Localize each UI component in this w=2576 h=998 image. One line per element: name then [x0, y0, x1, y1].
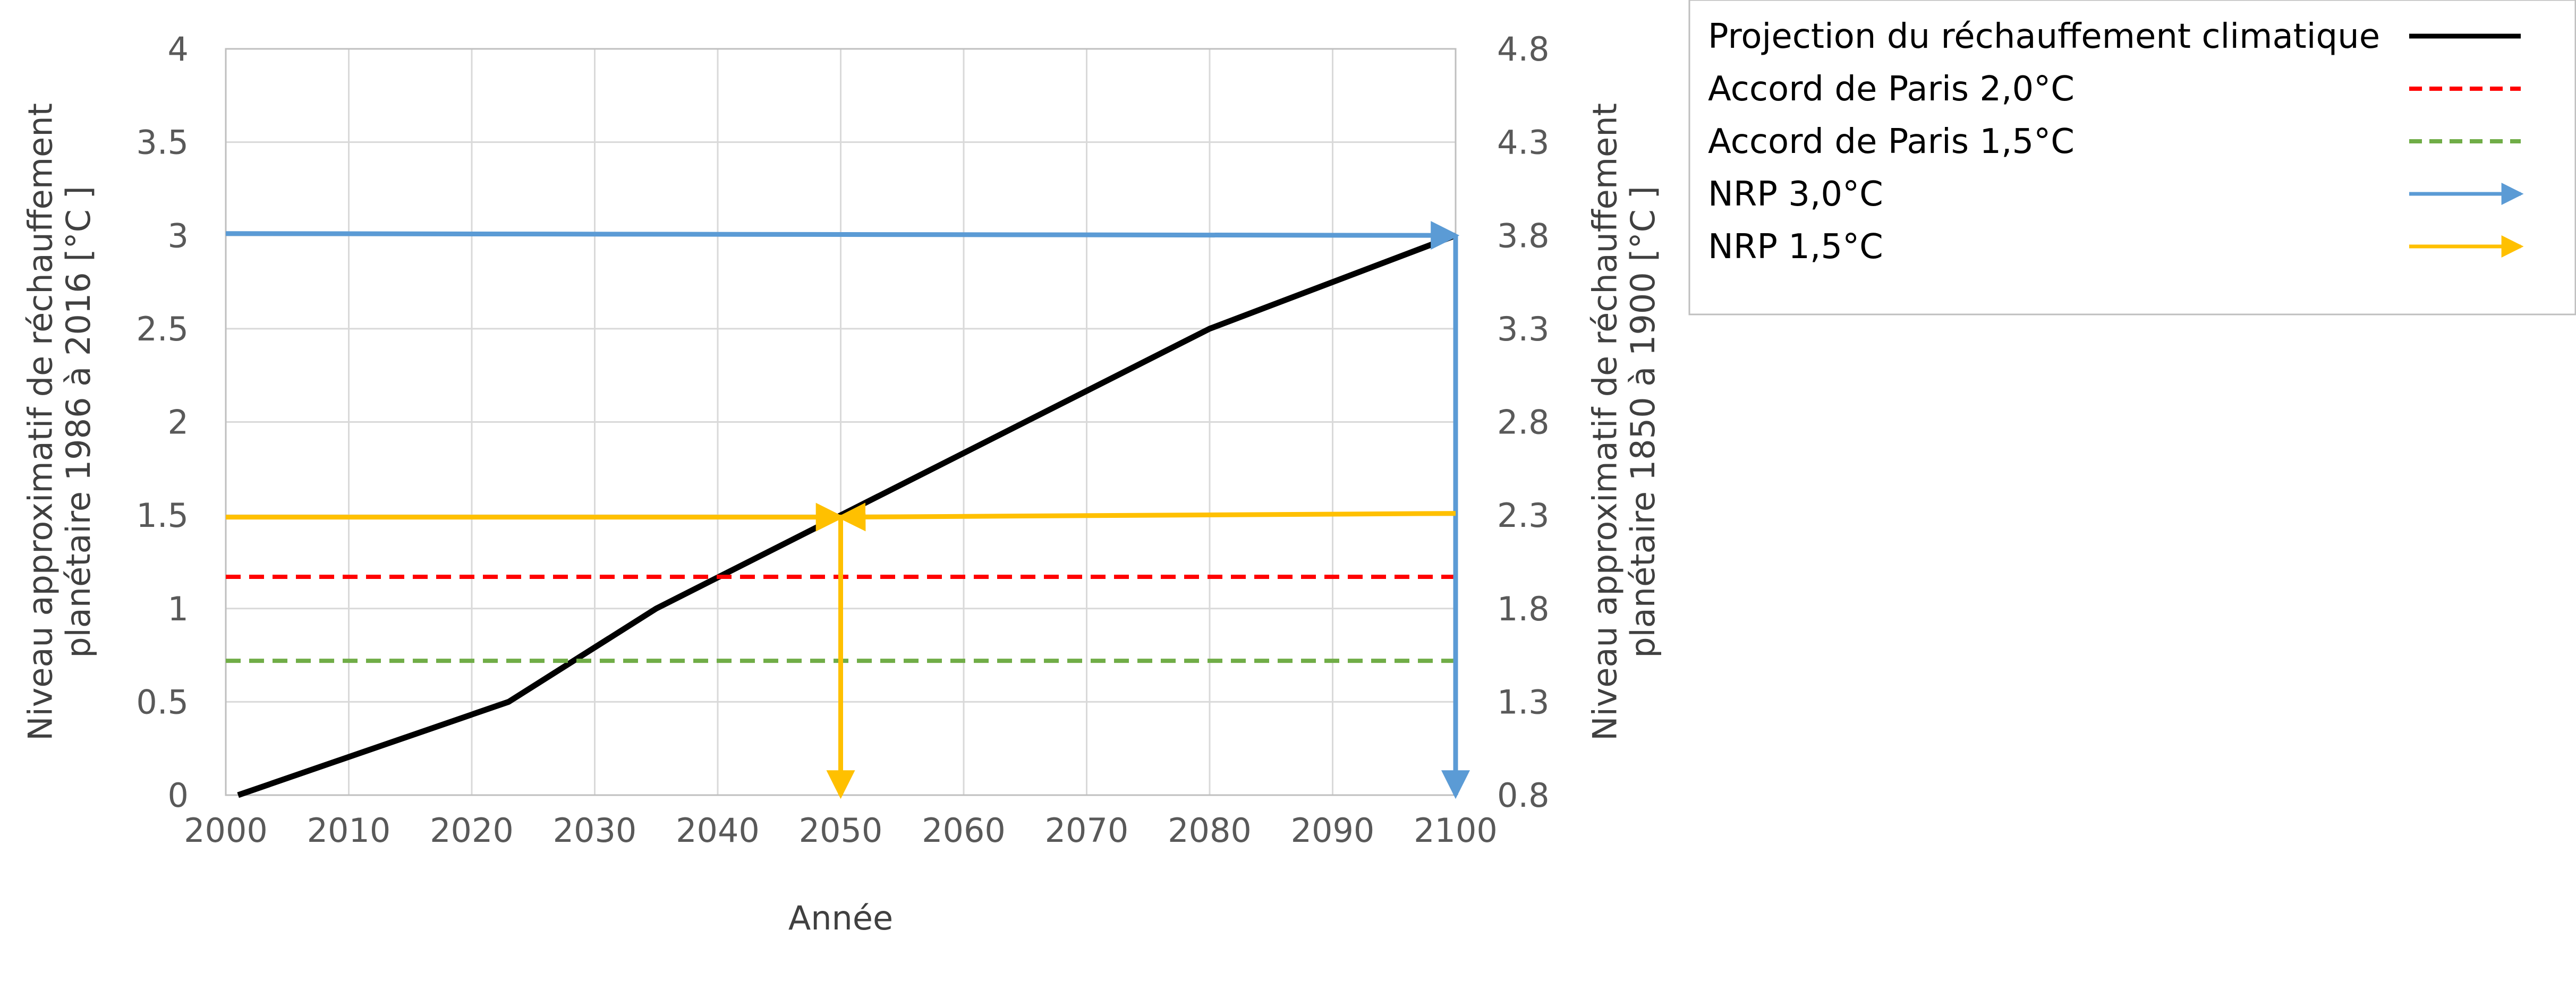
x-tick-label: 2090	[1291, 811, 1375, 850]
y-right-tick-label: 1.8	[1497, 590, 1550, 628]
y-left-tick-label: 0	[168, 776, 189, 815]
x-tick-label: 2040	[676, 811, 760, 850]
legend-label: Projection du réchauffement climatique	[1708, 17, 2380, 56]
y-axis-left-title: Niveau approximatif de réchauffementplan…	[21, 103, 98, 741]
axes: 2000 2010 2020 2030 2040 2050 2060 2070 2080 2090…	[136, 30, 1549, 850]
x-tick-label: 2020	[430, 811, 514, 850]
series-arrow	[225, 221, 1460, 250]
y-right-tick-label: 1.3	[1497, 683, 1550, 721]
x-tick-label: 2070	[1045, 811, 1129, 850]
y-right-tick-label: 4.3	[1497, 123, 1550, 162]
x-tick-label: 2000	[184, 811, 268, 850]
y-left-tick-label: 2.5	[136, 310, 189, 348]
series-line	[237, 233, 1457, 798]
y-left-tick-label: 1.5	[136, 496, 189, 535]
x-tick-label: 2010	[307, 811, 391, 850]
y-left-tick-label: 3	[168, 216, 189, 255]
x-tick-label: 2060	[922, 811, 1006, 850]
y-right-tick-label: 3.3	[1497, 310, 1550, 348]
legend: Projection du réchauffement climatique Ac…	[1688, 0, 2576, 315]
legend-label: NRP 3,0°C	[1708, 175, 1883, 214]
y-left-tick-label: 3.5	[136, 123, 189, 162]
y-left-tick-label: 2	[168, 403, 189, 442]
x-tick-label: 2080	[1168, 811, 1252, 850]
y-right-tick-label: 2.3	[1497, 496, 1550, 535]
y-left-tick-label: 1	[168, 590, 189, 628]
axis-title-line: planétaire 1850 à 1900 [°C ]	[1623, 186, 1662, 658]
axis-title-line: planétaire 1986 à 2016 [°C ]	[59, 186, 98, 658]
y-left-tick-label: 4	[168, 30, 189, 69]
legend-label: NRP 1,5°C	[1708, 227, 1883, 267]
y-left-tick-label: 0.5	[136, 683, 189, 721]
legend-box	[1688, 0, 2576, 315]
y-right-tick-label: 4.8	[1497, 30, 1550, 69]
y-right-tick-label: 3.8	[1497, 216, 1550, 255]
series-layer	[225, 221, 1470, 799]
y-right-tick-label: 0.8	[1497, 776, 1550, 815]
legend-label: Accord de Paris 2,0°C	[1708, 70, 2075, 109]
series-0	[237, 233, 1457, 798]
x-tick-label: 2050	[799, 811, 883, 850]
axis-title-line: Niveau approximatif de réchauffement	[21, 103, 60, 741]
y-axis-right-title: Niveau approximatif de réchauffementplan…	[1586, 103, 1662, 741]
x-tick-label: 2030	[553, 811, 637, 850]
series-arrow	[837, 502, 1456, 532]
legend-label: Accord de Paris 1,5°C	[1708, 122, 2075, 161]
x-axis-title: Année	[788, 899, 893, 937]
y-right-tick-label: 2.8	[1497, 403, 1550, 442]
series-4	[226, 502, 1456, 799]
axis-title-line: Niveau approximatif de réchauffement	[1586, 103, 1625, 741]
x-tick-label: 2100	[1414, 811, 1498, 850]
